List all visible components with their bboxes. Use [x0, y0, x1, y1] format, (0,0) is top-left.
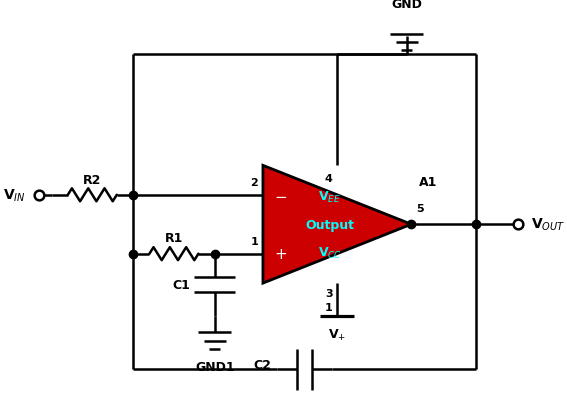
Text: GND: GND — [391, 0, 422, 11]
Text: $-$: $-$ — [274, 188, 287, 203]
Text: R2: R2 — [83, 173, 101, 186]
Text: C2: C2 — [253, 358, 271, 371]
Text: R1: R1 — [165, 232, 183, 245]
Text: C1: C1 — [173, 279, 191, 291]
Text: V$_{EE}$: V$_{EE}$ — [318, 189, 341, 204]
Text: 3: 3 — [325, 288, 332, 298]
Text: 5: 5 — [416, 204, 424, 213]
Text: Output: Output — [305, 218, 354, 231]
Text: GND1: GND1 — [195, 360, 235, 373]
Text: V$_{OUT}$: V$_{OUT}$ — [531, 216, 565, 233]
Text: 2: 2 — [251, 178, 259, 188]
Text: V$_{+}$: V$_{+}$ — [328, 327, 346, 342]
Text: 1: 1 — [325, 302, 332, 312]
Text: V$_{CC}$: V$_{CC}$ — [318, 245, 342, 260]
Text: $+$: $+$ — [274, 247, 287, 261]
Text: V$_{IN}$: V$_{IN}$ — [3, 187, 26, 204]
Text: 1: 1 — [251, 237, 259, 247]
Polygon shape — [263, 166, 411, 283]
Text: A1: A1 — [419, 175, 437, 188]
Text: 4: 4 — [325, 173, 332, 183]
